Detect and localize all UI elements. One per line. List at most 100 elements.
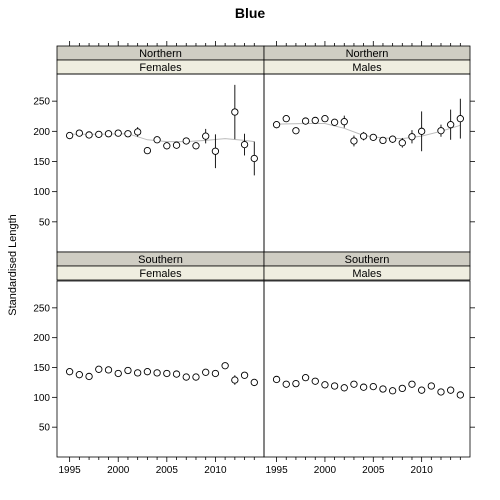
x-tick-label: 2000: [107, 465, 130, 476]
data-point: [172, 141, 181, 149]
data-point: [104, 366, 113, 374]
data-point: [437, 127, 445, 135]
x-tick-label: 2005: [156, 465, 179, 476]
y-tick-label: 200: [33, 333, 50, 344]
data-point: [75, 371, 84, 379]
data-point: [379, 385, 387, 393]
data-point: [114, 369, 122, 378]
data-point: [447, 386, 455, 394]
y-tick-label: 100: [33, 187, 50, 198]
data-point: [182, 373, 190, 381]
panel-southern-females: Southern Females: [56, 251, 265, 458]
panel-northern-males: Northern Males: [263, 45, 471, 253]
strip-region-label: Northern: [139, 48, 182, 60]
data-point: [330, 382, 339, 390]
data-point: [427, 382, 435, 390]
data-point: [221, 362, 229, 370]
data-point: [153, 369, 161, 377]
data-point: [282, 115, 290, 123]
x-tick-label: 1995: [59, 465, 82, 476]
strip-sex-label: Females: [139, 268, 182, 280]
data-point: [447, 121, 455, 129]
data-point: [153, 136, 161, 144]
data-point: [340, 118, 348, 126]
data-point: [202, 132, 210, 140]
panel-frame: [56, 73, 265, 253]
data-point: [301, 117, 310, 125]
data-point: [124, 366, 132, 375]
data-point: [240, 140, 249, 149]
data-point: [301, 374, 310, 382]
y-tick-label: 150: [33, 363, 50, 374]
data-point: [398, 139, 406, 147]
panel-frame: [263, 73, 471, 253]
x-tick-label: 2010: [204, 465, 227, 476]
data-point: [231, 376, 239, 384]
data-point: [408, 133, 416, 141]
data-point: [143, 368, 152, 376]
y-tick-label: 50: [39, 423, 51, 434]
x-tick-label: 2010: [411, 465, 434, 476]
y-tick-label: 250: [33, 303, 50, 314]
x-tick-label: 1995: [265, 465, 288, 476]
data-point: [85, 131, 93, 139]
chart-title: Blue: [235, 5, 266, 21]
data-point: [85, 372, 93, 381]
data-point: [192, 373, 200, 381]
y-tick-label: 200: [33, 127, 50, 138]
data-point: [75, 129, 84, 137]
data-point: [95, 365, 103, 373]
data-point: [350, 137, 358, 145]
data-point: [134, 369, 142, 377]
data-point: [240, 371, 249, 379]
data-point: [134, 128, 142, 136]
data-point: [292, 379, 300, 388]
data-point: [311, 116, 319, 125]
data-point: [163, 369, 171, 378]
strip-region-label: Southern: [345, 254, 390, 266]
data-point: [192, 142, 200, 150]
data-point: [272, 375, 281, 384]
data-point: [456, 115, 464, 123]
y-tick-label: 150: [33, 157, 50, 168]
data-point: [163, 142, 171, 150]
strip-sex-label: Males: [352, 268, 382, 280]
y-tick-label: 250: [33, 97, 50, 108]
strip-region-label: Northern: [346, 48, 389, 60]
trend-line: [276, 123, 461, 140]
data-point: [211, 147, 220, 155]
data-point: [359, 383, 368, 391]
data-point: [417, 386, 426, 394]
data-point: [350, 380, 358, 388]
data-point: [65, 131, 74, 140]
data-point: [369, 382, 377, 391]
data-point: [95, 130, 103, 138]
data-point: [114, 129, 122, 137]
data-point: [456, 391, 464, 399]
data-point: [172, 370, 181, 378]
strip-sex-label: Males: [352, 62, 382, 74]
data-point: [408, 380, 416, 388]
panel-frame: [56, 280, 265, 458]
panel-southern-males: Southern Males: [263, 251, 471, 458]
data-point: [250, 154, 258, 163]
data-point: [182, 137, 190, 145]
data-point: [388, 135, 397, 143]
data-point: [250, 378, 258, 387]
data-point: [272, 121, 281, 129]
data-point: [282, 380, 290, 388]
y-tick-label: 100: [33, 393, 50, 404]
data-point: [321, 381, 329, 389]
data-point: [104, 130, 113, 138]
data-point: [211, 369, 220, 378]
panel-frame: [263, 280, 471, 458]
panels-layer: Northern Females Northern Males Southern Fema…: [56, 45, 471, 458]
data-point: [388, 387, 397, 395]
data-point: [340, 384, 348, 392]
strip-sex-label: Females: [139, 62, 182, 74]
y-axis-label: Standardised Length: [7, 214, 19, 316]
y-tick-label: 50: [39, 217, 51, 228]
data-point: [398, 384, 406, 393]
data-point: [143, 146, 152, 155]
